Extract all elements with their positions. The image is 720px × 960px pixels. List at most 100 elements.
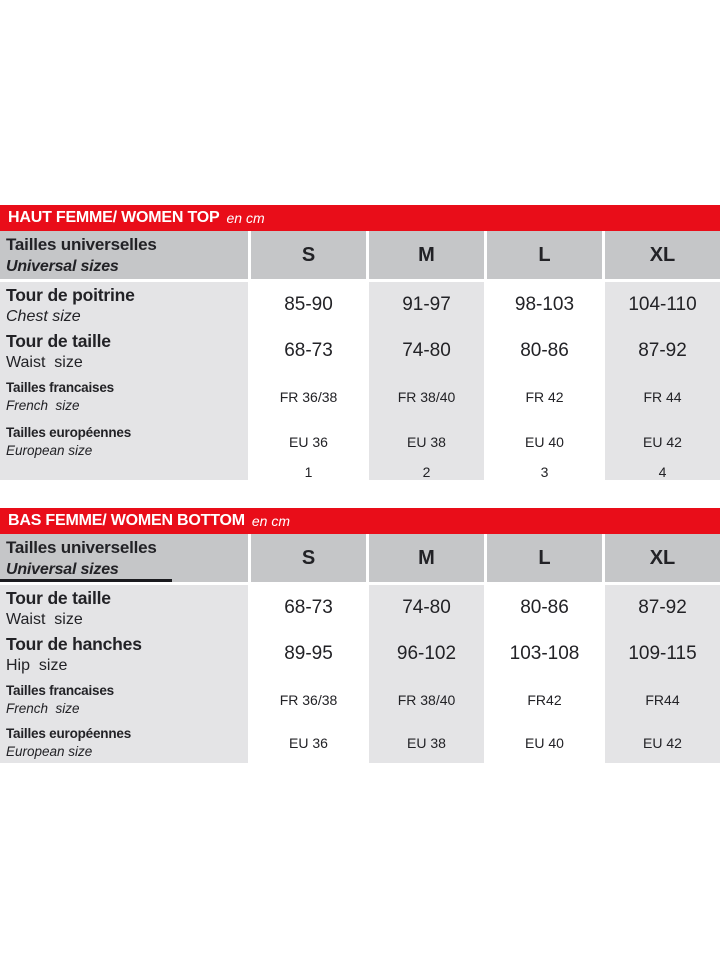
row-label-fr: Tailles francaises: [6, 379, 114, 395]
table-unit-label: en cm: [226, 210, 265, 226]
row-label-en: Waist size: [6, 610, 83, 628]
size-value: FR44: [645, 691, 680, 708]
row-label-cell: Tailles francaises French size: [0, 374, 248, 419]
size-value-cell: EU 40: [487, 722, 602, 763]
size-value: 87-92: [638, 340, 687, 361]
header-size-cell: M: [369, 231, 484, 279]
table-title: BAS FEMME/ WOMEN BOTTOM: [8, 512, 245, 529]
table-row: Tour de hanches Hip size 89-95 96-102 103-10…: [0, 631, 720, 677]
size-value-cell: 85-90: [251, 282, 366, 328]
size-value: EU 36: [289, 734, 328, 751]
header-label-en: Universal sizes: [6, 560, 119, 578]
row-label-cell: Tour de poitrine Chest size: [0, 282, 248, 328]
size-value-cell: 74-80: [369, 328, 484, 374]
size-value: 74-80: [402, 597, 451, 618]
table-body: Tour de taille Waist size 68-73 74-80 80-86 8…: [0, 585, 720, 763]
size-value-cell: EU 42: [605, 722, 720, 763]
size-value: 68-73: [284, 597, 333, 618]
size-value-cell: 1: [251, 464, 366, 480]
table-row: Tour de taille Waist size 68-73 74-80 80-86 8…: [0, 328, 720, 374]
row-label-cell: [0, 464, 248, 480]
table-row: Tailles européennes European size EU 36 EU …: [0, 722, 720, 763]
row-label-cell: Tour de taille Waist size: [0, 585, 248, 631]
size-value-cell: 68-73: [251, 328, 366, 374]
table-title-bar: BAS FEMME/ WOMEN BOTTOM en cm: [0, 508, 720, 534]
header-label-cell: Tailles universelles Universal sizes: [0, 231, 248, 279]
row-label-cell: Tour de hanches Hip size: [0, 631, 248, 677]
row-label-fr: Tour de poitrine: [6, 284, 135, 305]
row-label-fr: Tailles francaises: [6, 682, 114, 698]
size-value-cell: EU 40: [487, 419, 602, 464]
size-value-cell: FR42: [487, 677, 602, 722]
size-value-cell: 96-102: [369, 631, 484, 677]
table-title-bar: HAUT FEMME/ WOMEN TOP en cm: [0, 205, 720, 231]
size-value: 80-86: [520, 340, 569, 361]
size-value: 80-86: [520, 597, 569, 618]
header-row: Tailles universelles Universal sizes S M L XL: [0, 231, 720, 279]
table-title: HAUT FEMME/ WOMEN TOP: [8, 209, 220, 226]
size-value-cell: 4: [605, 464, 720, 480]
size-value-cell: 87-92: [605, 328, 720, 374]
size-value-cell: 3: [487, 464, 602, 480]
size-value-cell: FR 38/40: [369, 677, 484, 722]
size-table-2: BAS FEMME/ WOMEN BOTTOM en cm Tailles univ…: [0, 508, 720, 763]
size-value: EU 40: [525, 433, 564, 450]
size-value: EU 38: [407, 433, 446, 450]
size-value: 4: [658, 464, 667, 480]
header-size-cell: M: [369, 534, 484, 582]
size-value-cell: 80-86: [487, 328, 602, 374]
size-table-1: HAUT FEMME/ WOMEN TOP en cm Tailles univer…: [0, 205, 720, 480]
size-value-cell: FR 36/38: [251, 374, 366, 419]
size-value-cell: 98-103: [487, 282, 602, 328]
size-column-label: L: [538, 243, 551, 266]
header-row: Tailles universelles Universal sizes S M L XL: [0, 534, 720, 582]
row-label-en: European size: [6, 442, 93, 458]
size-value-cell: FR 42: [487, 374, 602, 419]
table-row: Tour de taille Waist size 68-73 74-80 80-86 8…: [0, 585, 720, 631]
size-value: 96-102: [396, 643, 457, 664]
size-value-cell: FR44: [605, 677, 720, 722]
header-label-cell: Tailles universelles Universal sizes: [0, 534, 248, 582]
table-row: 1 2 3 4: [0, 464, 720, 480]
size-value-cell: 104-110: [605, 282, 720, 328]
row-label-en: Chest size: [6, 307, 81, 325]
size-value: 87-92: [638, 597, 687, 618]
row-label-fr: Tour de taille: [6, 587, 111, 608]
table-row: Tailles francaises French size FR 36/38 FR …: [0, 677, 720, 722]
size-value: 91-97: [402, 294, 451, 315]
size-column-label: XL: [649, 243, 676, 266]
size-column-label: M: [418, 243, 435, 266]
header-label-fr: Tailles universelles: [6, 234, 157, 254]
size-column-label: L: [538, 546, 551, 569]
row-label-en: French size: [6, 700, 80, 716]
size-value: 85-90: [284, 294, 333, 315]
row-label-en: French size: [6, 397, 80, 413]
size-column-label: S: [301, 546, 316, 569]
size-value-cell: FR 36/38: [251, 677, 366, 722]
size-value-cell: EU 38: [369, 722, 484, 763]
table-row: Tour de poitrine Chest size 85-90 91-97 98-1…: [0, 282, 720, 328]
size-value-cell: 74-80: [369, 585, 484, 631]
header-size-cell: XL: [605, 231, 720, 279]
size-column-label: S: [301, 243, 316, 266]
size-value: 104-110: [628, 294, 697, 315]
table-body: Tour de poitrine Chest size 85-90 91-97 98-1…: [0, 282, 720, 480]
header-label-fr: Tailles universelles: [6, 537, 157, 557]
size-value: 98-103: [514, 294, 575, 315]
size-value: FR 38/40: [397, 388, 456, 405]
header-size-cell: XL: [605, 534, 720, 582]
row-label-en: Waist size: [6, 353, 83, 371]
size-value: FR 38/40: [397, 691, 456, 708]
size-value-cell: 68-73: [251, 585, 366, 631]
size-value-cell: EU 38: [369, 419, 484, 464]
size-value: 68-73: [284, 340, 333, 361]
size-value-cell: EU 36: [251, 419, 366, 464]
table-row: Tailles européennes European size EU 36 EU …: [0, 419, 720, 464]
size-value: 1: [304, 464, 313, 480]
size-value: FR 36/38: [279, 691, 338, 708]
header-size-cell: S: [251, 534, 366, 582]
row-label-fr: Tour de taille: [6, 330, 111, 351]
size-column-label: M: [418, 546, 435, 569]
row-label-cell: Tailles francaises French size: [0, 677, 248, 722]
